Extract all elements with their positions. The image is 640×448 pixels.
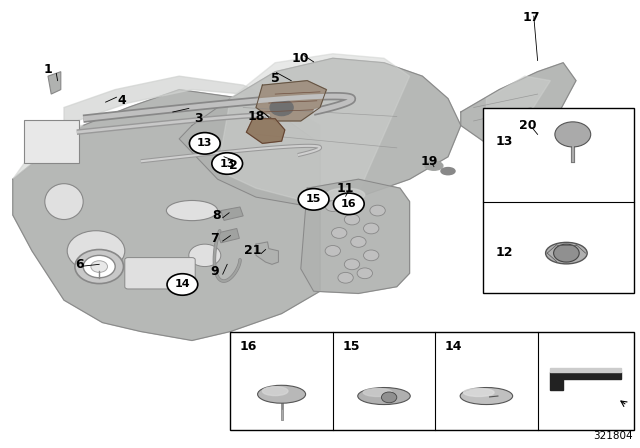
Text: 11: 11 [337, 181, 355, 195]
Ellipse shape [364, 388, 392, 396]
Circle shape [381, 392, 397, 403]
Circle shape [189, 244, 221, 267]
Text: 8: 8 [212, 208, 221, 222]
FancyBboxPatch shape [125, 258, 195, 289]
Circle shape [344, 214, 360, 225]
Circle shape [189, 133, 220, 154]
Text: 3: 3 [194, 112, 203, 125]
Text: 19: 19 [420, 155, 438, 168]
Text: 1: 1 [44, 63, 52, 76]
Text: 10: 10 [292, 52, 310, 65]
Polygon shape [550, 368, 621, 372]
Ellipse shape [425, 161, 443, 170]
Circle shape [554, 244, 579, 262]
Polygon shape [486, 76, 550, 121]
Ellipse shape [441, 168, 455, 175]
Polygon shape [218, 54, 410, 202]
Text: 21: 21 [244, 244, 262, 258]
Polygon shape [256, 242, 278, 264]
Ellipse shape [262, 387, 288, 396]
Ellipse shape [326, 188, 365, 202]
FancyBboxPatch shape [483, 108, 634, 293]
Circle shape [298, 189, 329, 210]
Text: 6: 6 [76, 258, 84, 271]
Circle shape [83, 255, 115, 278]
Text: 13: 13 [197, 138, 212, 148]
Circle shape [555, 122, 591, 147]
Polygon shape [179, 58, 461, 206]
Circle shape [357, 268, 372, 279]
Circle shape [75, 250, 124, 284]
Polygon shape [522, 130, 563, 175]
Ellipse shape [45, 184, 83, 220]
Text: 13: 13 [220, 159, 235, 168]
Text: 16: 16 [341, 199, 356, 209]
Text: 321804: 321804 [593, 431, 632, 441]
Circle shape [351, 237, 366, 247]
Polygon shape [13, 90, 320, 340]
Text: 4: 4 [117, 94, 126, 108]
Text: 16: 16 [240, 340, 257, 353]
Text: 15: 15 [306, 194, 321, 204]
Circle shape [338, 272, 353, 283]
Polygon shape [48, 72, 61, 94]
Polygon shape [550, 372, 621, 390]
Ellipse shape [545, 242, 588, 264]
Circle shape [370, 205, 385, 216]
Polygon shape [218, 228, 239, 243]
Circle shape [167, 274, 198, 295]
Circle shape [212, 153, 243, 174]
Circle shape [332, 228, 347, 238]
Text: 14: 14 [175, 280, 190, 289]
Polygon shape [301, 179, 410, 293]
Text: 15: 15 [342, 340, 360, 353]
Circle shape [325, 246, 340, 256]
Text: 13: 13 [496, 134, 513, 148]
Polygon shape [246, 119, 285, 143]
Circle shape [67, 231, 125, 271]
Polygon shape [64, 76, 320, 143]
Ellipse shape [460, 388, 513, 405]
Polygon shape [13, 125, 83, 179]
Circle shape [325, 201, 340, 211]
Polygon shape [221, 207, 243, 220]
Ellipse shape [166, 201, 218, 221]
Circle shape [333, 193, 364, 215]
Text: 20: 20 [519, 119, 537, 132]
FancyBboxPatch shape [230, 332, 634, 430]
Circle shape [344, 259, 360, 270]
Text: 12: 12 [496, 246, 513, 258]
Text: 17: 17 [522, 11, 540, 25]
FancyBboxPatch shape [24, 120, 79, 163]
Ellipse shape [258, 385, 306, 403]
Text: 14: 14 [445, 340, 462, 353]
Ellipse shape [358, 388, 410, 405]
Polygon shape [461, 63, 576, 143]
Circle shape [364, 223, 379, 234]
Ellipse shape [463, 388, 494, 396]
Text: 9: 9 [210, 264, 219, 278]
Text: 18: 18 [247, 110, 265, 123]
Text: 5: 5 [271, 72, 280, 85]
Polygon shape [506, 121, 579, 220]
Text: 7: 7 [210, 232, 219, 245]
Text: 2: 2 [229, 159, 238, 172]
Polygon shape [256, 81, 326, 121]
Circle shape [364, 250, 379, 261]
Circle shape [270, 99, 293, 116]
Circle shape [91, 261, 108, 272]
